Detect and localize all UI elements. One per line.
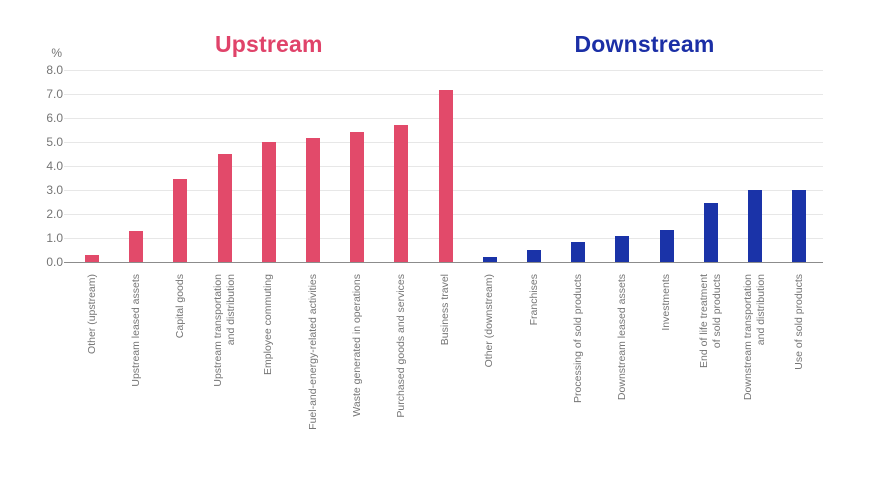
x-category-label: Waste generated in operations [350,274,363,417]
x-category-label: Other (downstream) [483,274,496,368]
group-title-upstream: Upstream [214,31,323,57]
x-category-label: Downstream transportation and distributio… [742,274,767,401]
y-tick-label: 5.0 [46,135,63,149]
bar-capital-goods [173,179,188,262]
bar-waste-generated-in-operations [350,132,365,262]
y-gridline [64,70,823,71]
bar-use-of-sold-products [792,190,807,262]
x-category-label: Other (upstream) [85,274,98,354]
y-axis-unit-label: % [51,46,62,60]
bar-processing-of-sold-products [571,241,586,262]
x-category-label: Upstream transportation and distribution [211,274,237,387]
group-title-downstream: Downstream [574,31,715,57]
x-category-label: Processing of sold products [571,274,584,403]
x-category-label: Downstream leased assets [615,274,628,401]
y-tick-label: 0.0 [46,255,63,269]
x-category-label: Employee commuting [262,274,275,375]
bar-end-of-life-treatment-of-sold-products [703,203,718,262]
bar-purchased-goods-and-services [394,125,409,262]
bar-employee-commuting [261,142,276,262]
y-tick-label: 7.0 [46,87,63,101]
bar-upstream-leased-assets [129,230,144,262]
y-tick-label: 4.0 [46,159,63,173]
x-category-label: Capital goods [173,274,186,339]
bar-business-travel [438,90,453,262]
x-category-label: End of life treatment of sold products [697,274,723,368]
y-tick-label: 1.0 [46,231,63,245]
x-category-label: Business travel [439,274,452,346]
bar-franchises [527,250,541,262]
y-tick-label: 2.0 [46,207,63,221]
y-tick-label: 6.0 [46,111,63,125]
bar-downstream-transportation-and-distribution [748,190,762,262]
bar-fuel-and-energy-related-activities [306,138,320,262]
x-category-label: Fuel-and-energy-related activities [306,274,319,430]
bar-investments [659,229,674,262]
bar-other-upstream- [85,254,99,262]
bar-upstream-transportation-and-distribution [217,154,232,262]
x-category-label: Upstream leased assets [129,274,142,387]
bar-other-downstream- [482,257,497,262]
y-tick-label: 3.0 [46,183,63,197]
y-tick-label: 8.0 [46,63,63,77]
x-category-label: Franchises [527,274,540,326]
x-axis-baseline [64,262,823,263]
x-category-label: Use of sold products [792,274,805,370]
x-category-label: Investments [660,274,673,331]
x-category-label: Purchased goods and services [394,274,407,418]
bar-downstream-leased-assets [615,235,630,262]
